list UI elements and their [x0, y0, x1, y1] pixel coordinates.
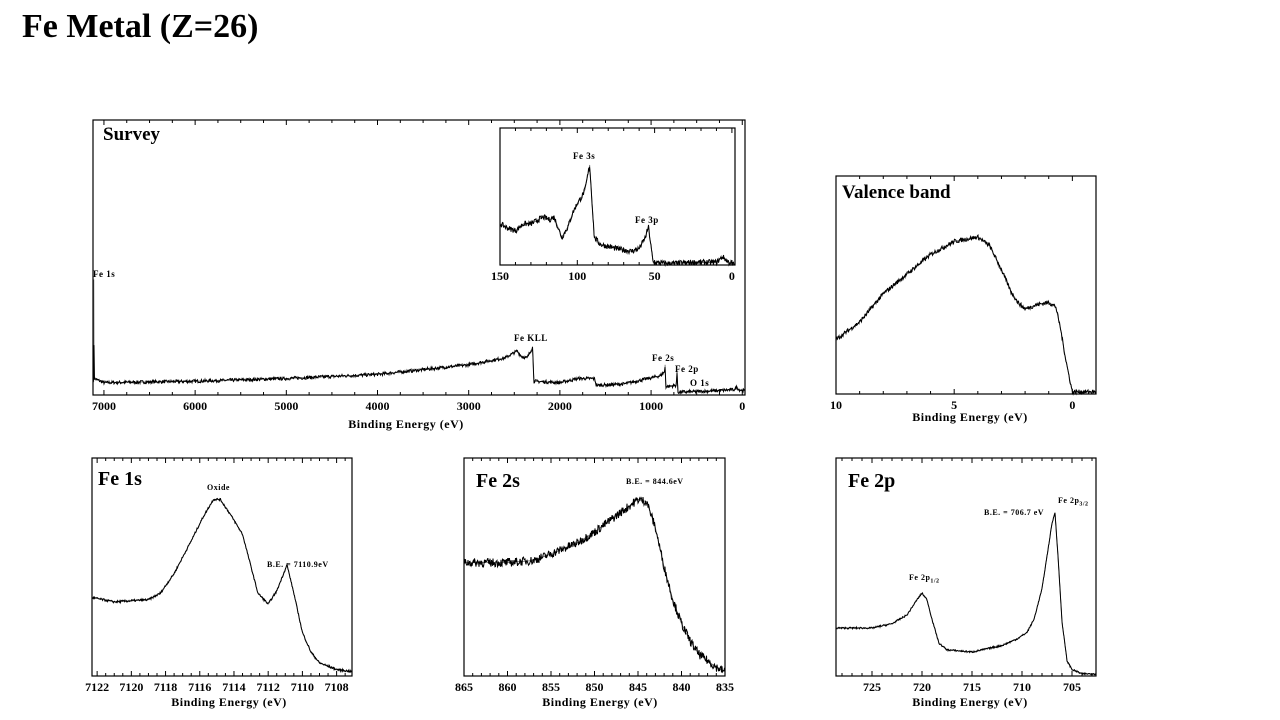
fe2p32-subscript: 3/2: [1079, 501, 1089, 508]
inset-spectrum-envelope: [499, 164, 736, 266]
survey-xtick-label: 3000: [457, 399, 481, 413]
survey-xtick-label: 0: [739, 399, 745, 413]
fe1s-xtick-label: 7120: [119, 680, 143, 694]
valence-spectrum-envelope: [835, 236, 1096, 393]
annotation-fe2s-be: B.E. = 844.6eV: [626, 477, 684, 486]
inset-xtick-label: 100: [568, 269, 586, 283]
valence-xtick-label: 10: [830, 398, 842, 412]
survey-xtick-label: 4000: [366, 399, 390, 413]
valence-title: Valence band: [842, 182, 951, 203]
annotation-oxide: Oxide: [207, 483, 230, 492]
survey-xtick-label: 6000: [183, 399, 207, 413]
survey-spectrum-line: [92, 345, 746, 395]
fe1s-xtick-label: 7108: [325, 680, 349, 694]
annotation-fe1s-be: B.E. = 7110.9eV: [267, 560, 329, 569]
fe2p-xtick-label: 720: [913, 680, 931, 694]
annotation-fe3p: Fe 3p: [635, 215, 659, 225]
fe2p-title: Fe 2p: [848, 470, 896, 492]
fe1s-xtick-label: 7110: [291, 680, 314, 694]
fe2s-title: Fe 2s: [476, 470, 520, 492]
fe2s-xtick-label: 860: [499, 680, 517, 694]
fe2p-xtick-label: 715: [963, 680, 981, 694]
fe2s-spectrum-envelope: [464, 498, 726, 672]
inset-xtick-label: 150: [491, 269, 509, 283]
fe2s-xtick-label: 865: [455, 680, 473, 694]
fe2p-xtick-label: 705: [1063, 680, 1081, 694]
fe2p-xtick-label: 725: [863, 680, 881, 694]
annotation-fe2s: Fe 2s: [652, 353, 675, 363]
valence-spectrum-line: [835, 234, 1097, 396]
annotation-fe3s: Fe 3s: [573, 151, 596, 161]
fe1s-xtick-label: 7112: [257, 680, 280, 694]
fe2s-xtick-label: 845: [629, 680, 647, 694]
survey-xlabel: Binding Energy (eV): [348, 417, 464, 431]
fe2p-spectrum-envelope: [836, 512, 1096, 675]
survey-xtick-label: 5000: [274, 399, 298, 413]
fe1s-frame: [91, 457, 353, 677]
annotation-fe2p-be: B.E. = 706.7 eV: [984, 508, 1045, 517]
fe2s-xtick-label: 840: [673, 680, 691, 694]
valence-frame: [835, 175, 1097, 395]
annotation-fe2p12: Fe 2p1/2: [909, 573, 940, 585]
fe2p-xlabel: Binding Energy (eV): [912, 695, 1028, 709]
fe1s-xtick-label: 7118: [154, 680, 177, 694]
inset-xtick-label: 0: [729, 269, 735, 283]
survey-xtick-label: 2000: [548, 399, 572, 413]
fe2s-xtick-label: 855: [542, 680, 560, 694]
inset-spectrum-line: [499, 166, 736, 267]
fe2s-spectrum-line: [463, 496, 726, 674]
survey-title: Survey: [103, 124, 160, 145]
valence-xtick-label: 5: [951, 398, 957, 412]
fe2s-xtick-label: 850: [586, 680, 604, 694]
fe2p32-label: Fe 2p: [1058, 496, 1080, 505]
fe2p-frame: [835, 457, 1097, 677]
valence-xtick-label: 0: [1069, 398, 1075, 412]
fe2p12-subscript: 1/2: [930, 578, 940, 585]
valence-xlabel: Binding Energy (eV): [912, 410, 1028, 424]
page-title: Fe Metal (Z=26): [22, 8, 259, 45]
annotation-fe-kll: Fe KLL: [514, 333, 548, 343]
fe2p12-label: Fe 2p: [909, 573, 931, 582]
fe1s-title: Fe 1s: [98, 468, 142, 490]
survey-frame: [92, 119, 746, 396]
survey-xtick-label: 1000: [639, 399, 663, 413]
fe1s-xtick-label: 7122: [85, 680, 109, 694]
annotation-fe1s: Fe 1s: [93, 269, 116, 279]
fe1s-xtick-label: 7114: [222, 680, 245, 694]
annotation-o1s: O 1s: [690, 378, 710, 388]
inset-frame: [499, 127, 736, 266]
inset-xtick-label: 50: [649, 269, 661, 283]
fe1s-xlabel: Binding Energy (eV): [171, 695, 287, 709]
survey-xtick-label: 7000: [92, 399, 116, 413]
annotation-fe2p: Fe 2p: [675, 364, 699, 374]
survey-spectrum-envelope: [93, 279, 746, 393]
fe1s-xtick-label: 7116: [188, 680, 211, 694]
fe1s-spectrum-line: [91, 497, 353, 674]
fe2s-xlabel: Binding Energy (eV): [542, 695, 658, 709]
fe2s-xtick-label: 835: [716, 680, 734, 694]
fe1s-spectrum-envelope: [91, 499, 353, 672]
annotation-fe2p32: Fe 2p3/2: [1058, 496, 1089, 508]
fe2p-xtick-label: 710: [1013, 680, 1031, 694]
